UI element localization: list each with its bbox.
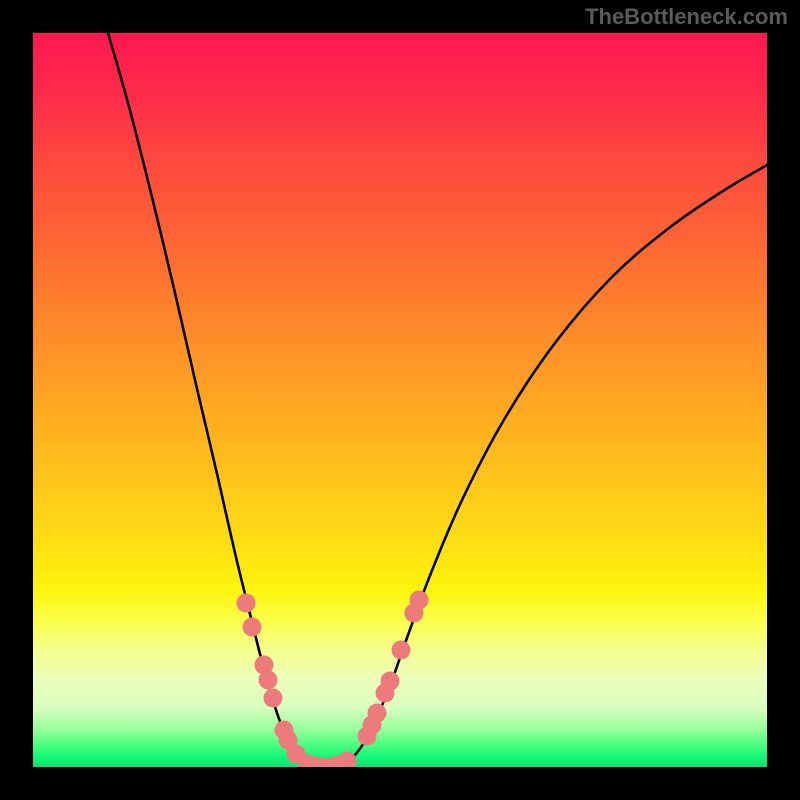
data-marker <box>243 618 262 637</box>
data-marker <box>381 672 400 691</box>
data-marker <box>259 671 278 690</box>
chart-frame: TheBottleneck.com <box>0 0 800 800</box>
plot-area <box>33 33 767 767</box>
data-marker <box>368 704 387 723</box>
v-curve-path <box>108 33 767 767</box>
curve-layer <box>33 33 767 767</box>
data-marker <box>237 594 256 613</box>
data-marker <box>410 591 429 610</box>
data-marker <box>338 752 357 768</box>
data-marker <box>392 641 411 660</box>
marker-group <box>237 591 429 768</box>
watermark-text: TheBottleneck.com <box>585 4 788 30</box>
data-marker <box>264 689 283 708</box>
